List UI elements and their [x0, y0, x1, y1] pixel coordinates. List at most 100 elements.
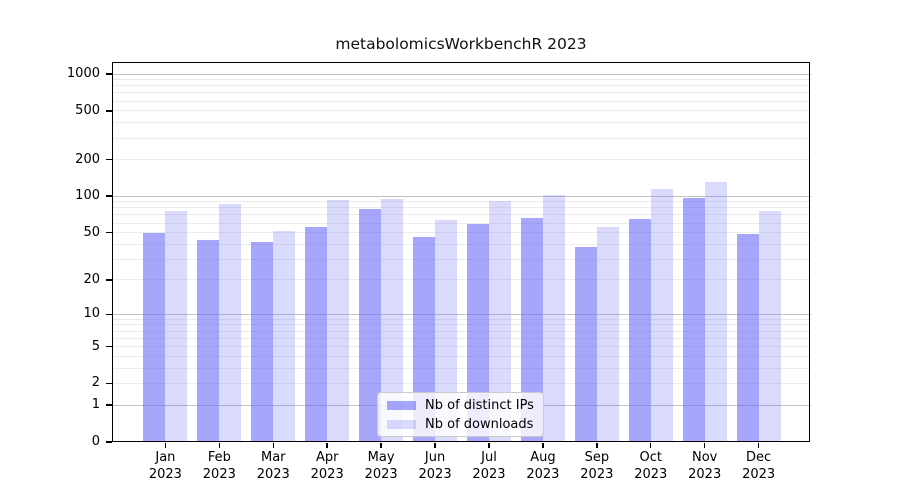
y-tick-mark-500	[106, 110, 112, 112]
x-tick-mark-dec	[757, 443, 760, 448]
gridline-minor-70	[113, 214, 811, 216]
bar-jan-nb-of-downloads	[165, 210, 188, 442]
x-tick-label-nov: Nov 2023	[688, 450, 722, 482]
x-tick-label-mar: Mar 2023	[256, 450, 290, 482]
y-tick-label-50: 50	[83, 224, 100, 240]
gridline-minor-20	[113, 279, 811, 281]
bar-sep-nb-of-downloads	[596, 226, 619, 442]
bar-jul-nb-of-distinct-ips	[466, 223, 489, 442]
gridline-major-100	[113, 195, 811, 197]
gridline-minor-30	[113, 258, 811, 260]
bar-oct-nb-of-downloads	[650, 188, 673, 442]
y-tick-mark-10	[106, 313, 112, 315]
x-tick-label-jul: Jul 2023	[472, 450, 506, 482]
y-tick-mark-0	[106, 441, 112, 443]
x-tick-mark-jul	[488, 443, 490, 448]
gridline-minor-3	[113, 367, 811, 369]
y-tick-mark-2	[106, 382, 112, 385]
y-tick-mark-100	[106, 195, 112, 197]
bar-aug-nb-of-downloads	[542, 195, 565, 442]
gridline-minor-9	[113, 318, 811, 320]
legend-item-downloads: Nb of downloads	[387, 416, 534, 432]
y-tick-label-500: 500	[75, 102, 100, 118]
gridline-minor-60	[113, 222, 811, 224]
gridline-minor-400	[113, 122, 811, 124]
gridline-minor-2	[113, 382, 811, 384]
bar-jun-nb-of-distinct-ips	[413, 236, 436, 442]
x-tick-label-aug: Aug 2023	[526, 450, 560, 482]
gridline-minor-8	[113, 324, 811, 326]
gridline-major-1000	[113, 73, 811, 75]
gridline-major-10	[113, 313, 811, 315]
x-tick-mark-mar	[272, 443, 274, 448]
bar-dec-nb-of-distinct-ips	[736, 233, 759, 442]
y-tick-label-20: 20	[83, 271, 100, 287]
legend-swatch-downloads	[387, 419, 416, 429]
gridline-minor-200	[113, 159, 811, 161]
gridline-minor-40	[113, 243, 811, 245]
gridline-minor-600	[113, 100, 811, 102]
bar-nov-nb-of-downloads	[704, 182, 727, 442]
bar-may-nb-of-distinct-ips	[359, 209, 382, 442]
x-tick-mark-apr	[326, 443, 328, 448]
y-tick-label-0: 0	[91, 434, 100, 449]
gridline-minor-500	[113, 110, 811, 112]
y-tick-label-1000: 1000	[66, 66, 100, 82]
bar-nov-nb-of-distinct-ips	[682, 198, 705, 442]
x-tick-label-dec: Dec 2023	[742, 450, 776, 482]
x-tick-label-may: May 2023	[364, 450, 398, 482]
gridline-minor-4	[113, 355, 811, 357]
gridline-minor-900	[113, 79, 811, 81]
gridline-minor-800	[113, 85, 811, 87]
x-tick-label-feb: Feb 2023	[202, 450, 236, 482]
x-tick-mark-aug	[542, 443, 544, 448]
chart-title: metabolomicsWorkbenchR 2023	[335, 35, 587, 53]
y-tick-mark-1000	[106, 73, 112, 75]
bar-feb-nb-of-downloads	[219, 204, 242, 442]
gridline-minor-90	[113, 201, 811, 203]
legend-item-distinct-ips: Nb of distinct IPs	[387, 397, 534, 413]
bar-apr-nb-of-downloads	[327, 200, 350, 442]
plot-area	[113, 63, 811, 442]
bar-may-nb-of-downloads	[381, 199, 404, 442]
gridline-minor-300	[113, 137, 811, 139]
bar-mar-nb-of-downloads	[273, 230, 296, 442]
x-tick-label-sep: Sep 2023	[580, 450, 614, 482]
y-tick-mark-1	[106, 404, 112, 406]
bar-mar-nb-of-distinct-ips	[251, 241, 274, 442]
gridline-minor-80	[113, 207, 811, 209]
y-tick-mark-20	[106, 279, 112, 281]
x-tick-mark-feb	[218, 443, 221, 448]
y-tick-mark-200	[106, 158, 112, 161]
x-tick-label-oct: Oct 2023	[634, 450, 668, 482]
x-tick-mark-jun	[434, 443, 436, 448]
x-tick-mark-may	[380, 443, 382, 448]
x-tick-label-jun: Jun 2023	[418, 450, 452, 482]
bar-feb-nb-of-distinct-ips	[197, 240, 220, 442]
y-tick-mark-5	[106, 345, 112, 348]
bar-jun-nb-of-downloads	[435, 220, 458, 442]
y-tick-label-5: 5	[91, 338, 100, 354]
bar-aug-nb-of-distinct-ips	[520, 218, 543, 442]
gridline-minor-6	[113, 337, 811, 339]
legend-label-distinct-ips: Nb of distinct IPs	[425, 397, 534, 413]
gridline-minor-50	[113, 232, 811, 234]
legend-swatch-distinct-ips	[387, 400, 416, 410]
legend-label-downloads: Nb of downloads	[425, 416, 534, 432]
gridline-minor-7	[113, 330, 811, 332]
x-tick-mark-nov	[704, 443, 706, 448]
bar-oct-nb-of-distinct-ips	[628, 218, 651, 442]
x-tick-mark-oct	[650, 443, 652, 448]
bar-jan-nb-of-distinct-ips	[143, 232, 166, 442]
legend: Nb of distinct IPs Nb of downloads	[377, 392, 544, 437]
y-tick-label-100: 100	[75, 188, 100, 204]
y-tick-label-1: 1	[91, 397, 100, 413]
x-tick-label-jan: Jan 2023	[148, 450, 182, 482]
bar-apr-nb-of-distinct-ips	[305, 226, 328, 442]
x-tick-mark-sep	[596, 443, 598, 448]
gridline-minor-5	[113, 346, 811, 348]
y-tick-label-2: 2	[91, 375, 100, 391]
y-tick-label-10: 10	[83, 306, 100, 322]
y-tick-mark-50	[106, 231, 112, 234]
